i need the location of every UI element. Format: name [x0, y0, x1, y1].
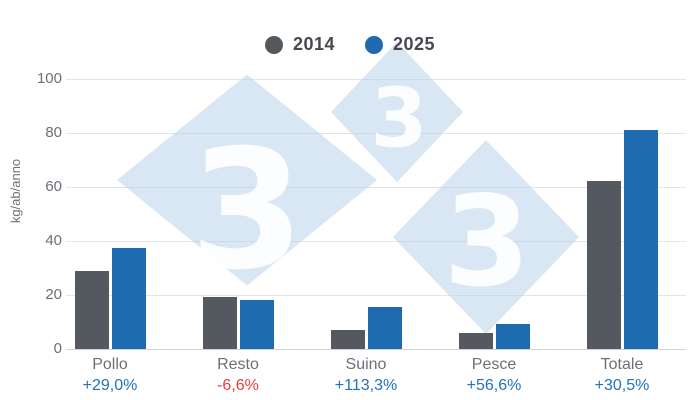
bar-Pesce-2025[interactable] — [495, 323, 530, 349]
change-label-Suino: +113,3% — [334, 377, 398, 394]
legend-item-2014[interactable]: 2014 — [264, 34, 335, 55]
y-tick-label: 40 — [0, 232, 66, 250]
bar-group-Suino — [330, 79, 402, 349]
legend-label: 2025 — [393, 34, 436, 54]
change-label-Resto: -6,6% — [217, 377, 259, 394]
bar-Pollo-2025[interactable] — [111, 248, 146, 349]
category-label-Totale: Totale — [600, 356, 644, 373]
legend-marker-circle-icon — [365, 35, 383, 54]
change-label-Pesce: +56,6% — [466, 377, 522, 394]
bar-Pollo-2014[interactable] — [74, 270, 109, 349]
bar-Pesce-2014[interactable] — [458, 332, 493, 349]
bar-group-Resto — [202, 79, 274, 349]
y-tick-label: 0 — [0, 340, 66, 358]
bar-group-Pesce — [458, 79, 530, 349]
bar-Resto-2025[interactable] — [239, 300, 274, 349]
bar-Suino-2025[interactable] — [367, 307, 402, 349]
y-tick-label: 60 — [0, 178, 66, 196]
bar-Totale-2025[interactable] — [623, 129, 658, 349]
category-label-Suino: Suino — [345, 356, 387, 373]
bar-group-Pollo — [74, 79, 146, 349]
y-tick-label: 20 — [0, 286, 66, 304]
bar-Suino-2014[interactable] — [330, 329, 365, 349]
change-label-Pollo: +29,0% — [82, 377, 138, 394]
legend-item-2025[interactable]: 2025 — [365, 34, 435, 55]
y-tick-label: 80 — [0, 124, 66, 142]
category-label-Resto: Resto — [217, 356, 259, 373]
y-tick-label: 100 — [0, 70, 66, 88]
category-label-Pesce: Pesce — [471, 356, 517, 373]
legend-marker-circle-icon — [264, 35, 283, 54]
grid-line — [46, 295, 686, 296]
change-label-Totale: +30,5% — [594, 377, 650, 394]
bar-Resto-2014[interactable] — [202, 296, 237, 349]
bar-Totale-2014[interactable] — [586, 180, 621, 349]
category-label-Pollo: Pollo — [92, 356, 128, 373]
legend-label: 2014 — [292, 34, 335, 54]
y-axis-title: kg/ab/anno — [8, 158, 23, 224]
chart-legend: 2014 2025 — [0, 34, 700, 55]
x-axis-line — [46, 349, 686, 350]
bar-group-Totale — [586, 79, 658, 349]
